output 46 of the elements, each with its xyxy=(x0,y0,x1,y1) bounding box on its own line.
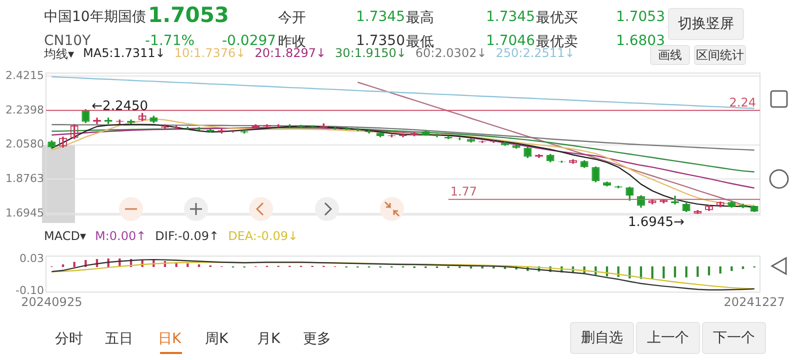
series-label: DIF:-0.09↑ xyxy=(155,229,220,243)
text: 1.7345 xyxy=(486,9,535,25)
chart-title: 中国10年期国债 xyxy=(44,8,146,26)
text: 1.7046 xyxy=(486,33,535,49)
text: MA5:1.7311↓ xyxy=(83,46,166,62)
text: 1.7053 xyxy=(616,9,665,25)
text: 日K xyxy=(158,330,182,348)
text: 区间统计 xyxy=(694,45,746,65)
text: 均线▾ xyxy=(44,46,74,63)
text: 1.7345 xyxy=(356,9,405,25)
text: 月K xyxy=(257,330,280,348)
x-tick-label: 20240925 xyxy=(21,294,82,309)
annotation: 1.6945→ xyxy=(628,215,684,230)
text: 今开 xyxy=(278,9,306,27)
text: 下一个 xyxy=(702,322,766,354)
text: 五日 xyxy=(105,330,133,348)
text: 上一个 xyxy=(636,322,700,354)
text: -0.0297 xyxy=(222,33,276,49)
y-tick-label: 1.8763 xyxy=(6,172,44,186)
text: 分时 xyxy=(55,330,83,348)
text: 画线 xyxy=(650,45,690,65)
y-tick-label: -0.10 xyxy=(16,284,44,298)
text: 删自选 xyxy=(570,322,634,354)
text: 切换竖屏 xyxy=(668,8,744,40)
text: 30:1.9150↓ xyxy=(335,46,406,62)
series-label: M:0.00↑ xyxy=(95,229,146,243)
text: 更多 xyxy=(303,330,331,348)
annotation: ←2.2450 xyxy=(92,98,148,114)
series-label: DEA:-0.09↓ xyxy=(228,229,298,243)
ref-line-label: 1.77 xyxy=(450,184,478,198)
text: 1.7053 xyxy=(148,3,230,27)
x-tick-label: 20241227 xyxy=(724,294,785,309)
y-tick-label: 2.4215 xyxy=(6,68,44,82)
text: -1.71% xyxy=(145,33,195,49)
y-tick-label: 2.0580 xyxy=(6,138,44,151)
y-tick-label: 2.2398 xyxy=(6,103,44,116)
y-tick-label: 0.03 xyxy=(20,252,44,266)
text: 周K xyxy=(205,330,228,348)
text: 最高 xyxy=(406,9,434,27)
y-tick-label: 1.6945 xyxy=(6,206,44,220)
chart-subtitle: CN10Y xyxy=(44,33,91,49)
text: 最优买 xyxy=(536,9,578,27)
chart-title: MACD▾ xyxy=(44,229,86,243)
text: 1.7350 xyxy=(356,33,405,49)
ref-line-label: 2.24 xyxy=(729,96,756,110)
text: 10:1.7376↓ xyxy=(174,46,246,62)
